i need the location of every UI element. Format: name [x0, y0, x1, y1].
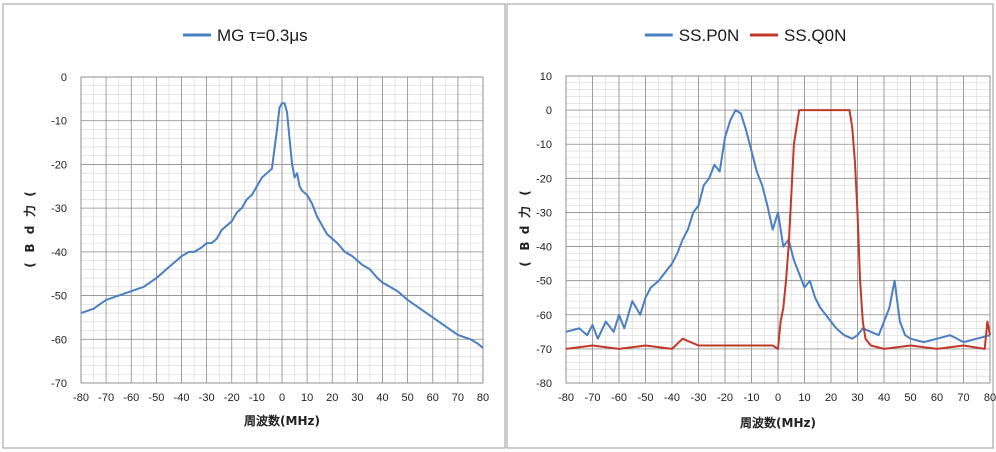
x-tick-label: -60 [611, 392, 627, 404]
y-axis-label-glyph: d [518, 226, 532, 235]
y-tick-label: -20 [51, 159, 67, 171]
chart-panel-2: -80 -70 -60 -50 -40 -30 -20 -10 0 10 20 30 40 50 60 70 8… [507, 4, 996, 448]
x-tick-label: -50 [148, 392, 164, 404]
y-axis-label-glyph: B [518, 241, 532, 250]
y-tick-label: -60 [536, 310, 552, 322]
x-tick-label: 80 [984, 392, 996, 404]
x-tick-label: -40 [174, 392, 190, 404]
y-tick-label: -60 [51, 334, 67, 346]
x-tick-label: 70 [452, 392, 464, 404]
y-tick-label: 10 [540, 71, 552, 83]
x-tick-label: 0 [775, 392, 781, 404]
y-tick-label: -40 [536, 242, 552, 254]
y-tick-label: -10 [536, 139, 552, 151]
y-tick-label: -20 [536, 173, 552, 185]
y-tick-label: -10 [51, 116, 67, 128]
x-tick-label: -10 [744, 392, 760, 404]
x-tick-label: -10 [249, 392, 265, 404]
y-tick-label: -70 [536, 344, 552, 356]
x-tick-label: -80 [558, 392, 574, 404]
x-tick-label: 30 [351, 392, 363, 404]
y-axis-label-glyph: 力 [517, 206, 532, 218]
x-tick-label: -40 [664, 392, 680, 404]
y-tick-label: -80 [536, 378, 552, 390]
y-axis-label-glyph: 力 [22, 205, 37, 217]
x-tick-label: -20 [224, 392, 240, 404]
x-tick-label: -20 [717, 392, 733, 404]
x-tick-label: 50 [402, 392, 414, 404]
x-tick-label: 10 [798, 392, 810, 404]
y-tick-label: 0 [61, 72, 67, 84]
x-tick-label: -70 [585, 392, 601, 404]
x-tick-label: -70 [98, 392, 114, 404]
x-tick-label: 40 [376, 392, 388, 404]
x-tick-label: 40 [878, 392, 890, 404]
x-tick-label: 20 [326, 392, 338, 404]
x-tick-label: 10 [301, 392, 313, 404]
legend-entry: MG τ=0.3μs [217, 26, 308, 45]
legend-entry: SS.Q0N [784, 26, 846, 45]
legend-entry: SS.P0N [679, 26, 739, 45]
x-tick-label: -60 [123, 392, 139, 404]
x-axis-label: 周波数(MHz) [244, 413, 320, 428]
x-tick-label: 20 [825, 392, 837, 404]
x-tick-label: -80 [73, 392, 89, 404]
x-tick-label: -50 [638, 392, 654, 404]
x-tick-label: -30 [199, 392, 215, 404]
x-tick-label: 50 [904, 392, 916, 404]
x-axis-label: 周波数(MHz) [740, 415, 816, 430]
x-tick-label: 70 [957, 392, 969, 404]
y-tick-label: -50 [51, 291, 67, 303]
x-tick-label: 80 [477, 392, 489, 404]
y-tick-label: -40 [51, 247, 67, 259]
y-axis-label-glyph: ( [23, 191, 37, 196]
x-tick-label: 0 [279, 392, 285, 404]
y-tick-label: -70 [51, 378, 67, 390]
y-axis-label-glyph: B [23, 243, 37, 252]
y-tick-label: -30 [536, 207, 552, 219]
x-tick-label: 60 [427, 392, 439, 404]
y-axis-label-glyph: ( [518, 261, 532, 266]
y-axis-label-glyph: d [23, 226, 37, 235]
x-tick-label: -30 [691, 392, 707, 404]
x-tick-label: 30 [851, 392, 863, 404]
y-tick-label: 0 [546, 105, 552, 117]
x-tick-label: 60 [931, 392, 943, 404]
chart-panel-1: -80 -70 -60 -50 -40 -30 -20 -10 0 10 20 30 40 50 60 70 8… [3, 4, 505, 448]
y-tick-label: -50 [536, 276, 552, 288]
y-axis-label-glyph: ( [518, 190, 532, 195]
y-axis-label-glyph: ( [23, 262, 37, 267]
y-tick-label: -30 [51, 203, 67, 215]
